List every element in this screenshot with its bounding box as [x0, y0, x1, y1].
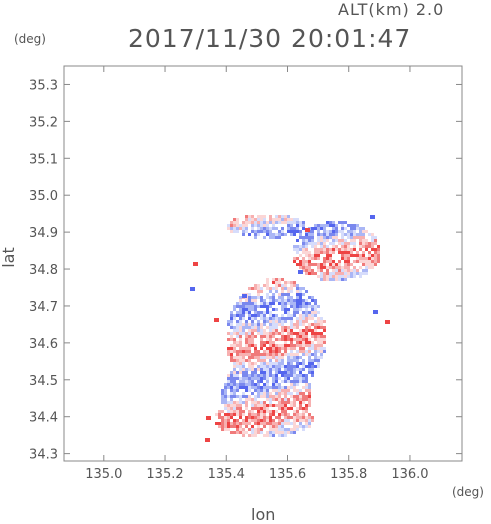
echo-speck [370, 215, 375, 219]
y-tick-label: 34.3 [29, 448, 58, 463]
datetime-title: 2017/11/30 20:01:47 [128, 24, 412, 53]
echo-speck [305, 228, 310, 232]
altitude-label: ALT(km) 2.0 [338, 0, 445, 19]
y-tick-label: 35.3 [29, 78, 58, 93]
y-tick-label: 34.9 [29, 226, 58, 241]
y-tick-label: 34.6 [29, 337, 58, 352]
y-tick-label: 34.8 [29, 263, 58, 278]
x-tick-label: 135.6 [269, 467, 306, 482]
x-axis: 135.0 135.2 135.4 135.6 135.8 136.0 [85, 66, 429, 482]
echo-speck [242, 294, 247, 298]
echo-speck [205, 438, 210, 442]
lat-unit-label: (deg) [14, 32, 46, 46]
y-tick-label: 34.7 [29, 300, 58, 315]
echo-speck [385, 320, 390, 324]
y-tick-label: 34.5 [29, 374, 58, 389]
echo-cells [215, 215, 380, 437]
plot-frame [63, 65, 463, 462]
echo-speck [373, 310, 378, 314]
echo-speck [190, 287, 195, 291]
y-tick-label: 35.2 [29, 115, 58, 130]
lon-unit-label: (deg) [452, 485, 484, 499]
lon-axis-title: lon [251, 505, 276, 524]
y-tick-label: 35.1 [29, 152, 58, 167]
x-tick-label: 136.0 [391, 467, 428, 482]
y-axis: 34.3 34.4 34.5 34.6 34.7 34.8 34.9 35.0 35.1 35.2… [29, 78, 462, 463]
echo-speck [193, 262, 198, 266]
x-tick-label: 135.2 [146, 467, 183, 482]
x-tick-label: 135.4 [208, 467, 245, 482]
echo-speck [206, 416, 211, 420]
y-tick-label: 35.0 [29, 189, 58, 204]
echo-speck [298, 270, 303, 274]
x-tick-label: 135.8 [330, 467, 367, 482]
x-tick-label: 135.0 [85, 467, 122, 482]
echo-layer [190, 215, 390, 442]
echo-speck [214, 318, 219, 322]
y-tick-label: 34.4 [29, 411, 58, 426]
